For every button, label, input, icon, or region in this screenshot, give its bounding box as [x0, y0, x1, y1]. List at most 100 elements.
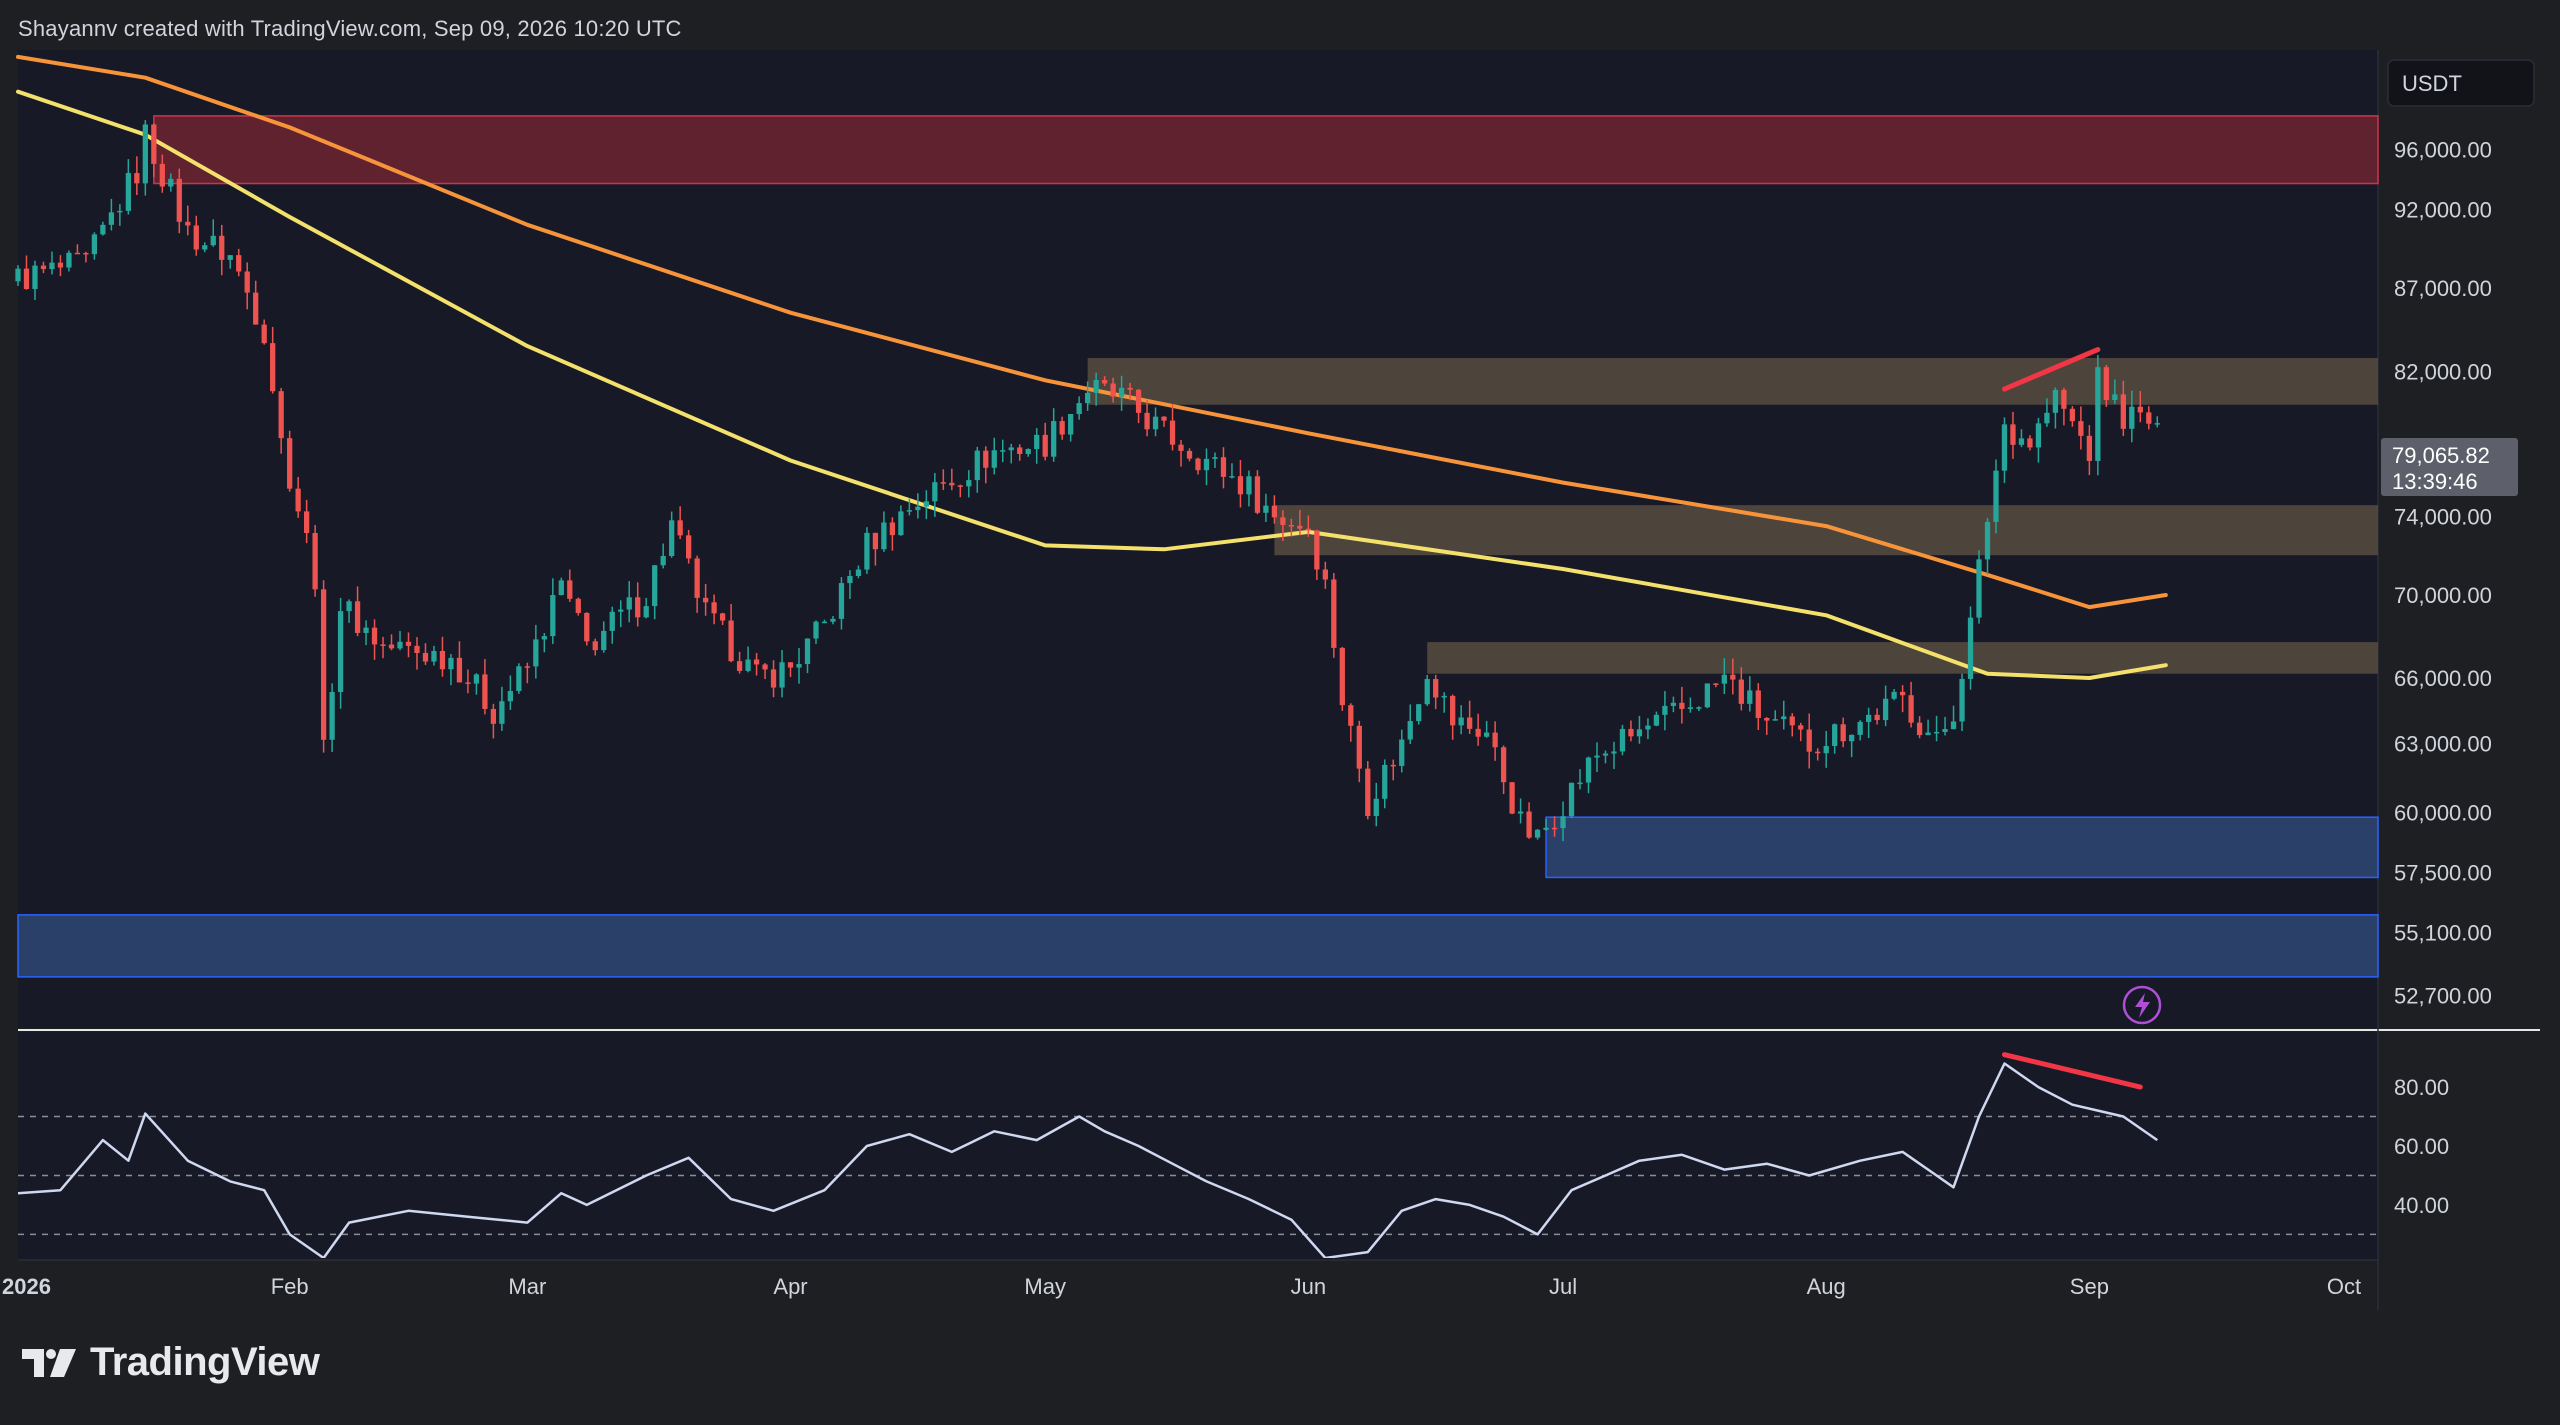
candle-body: [1543, 827, 1549, 830]
candle-body: [719, 613, 726, 621]
price-tick-label: 63,000.00: [2394, 732, 2492, 757]
candle-body: [83, 252, 89, 255]
candle-body: [618, 609, 624, 612]
candle-body: [295, 488, 301, 512]
candle-body: [1866, 714, 1872, 722]
candle-body: [609, 611, 615, 631]
rsi-axis[interactable]: 80.00 60.00 40.00: [2394, 1075, 2449, 1218]
candle-body: [830, 618, 836, 622]
candle-body: [210, 235, 216, 246]
candle-body: [2154, 423, 2160, 425]
candle-body: [787, 662, 794, 668]
tradingview-brand[interactable]: TradingView: [20, 1340, 320, 1385]
currency-badge[interactable]: USDT: [2387, 59, 2535, 107]
price-tick-label: 60,000.00: [2394, 800, 2492, 825]
candle-body: [745, 659, 751, 671]
candle-body: [1602, 753, 1609, 756]
candle-body: [584, 612, 590, 642]
candle-body: [1517, 811, 1524, 814]
candle-body: [1670, 702, 1677, 706]
candle-body: [524, 666, 530, 668]
price-badge-countdown: 13:39:46: [2392, 469, 2478, 494]
currency-badge-box[interactable]: [2387, 59, 2535, 107]
candle-body: [1611, 751, 1617, 754]
candle-body: [1093, 380, 1099, 393]
candle-body: [168, 178, 174, 187]
candle-body: [312, 533, 318, 590]
candle-body: [1738, 679, 1744, 704]
candle-body: [320, 589, 327, 740]
candle-body: [770, 669, 777, 688]
currency-badge-label: USDT: [2402, 71, 2462, 96]
candle-body: [431, 650, 437, 662]
candle-body: [227, 255, 233, 260]
zones-layer: [17, 115, 2379, 978]
time-tick-label: Aug: [1807, 1274, 1846, 1299]
price-axis[interactable]: 96,000.00 92,000.00 87,000.00 82,000.00 74,0…: [2394, 137, 2492, 1008]
candle-body: [1798, 725, 1804, 730]
rsi-tick-label: 60.00: [2394, 1134, 2449, 1159]
candle-body: [1356, 725, 1362, 769]
candle-body: [1025, 448, 1031, 454]
candle-body: [2018, 438, 2025, 445]
candle-body: [1034, 434, 1040, 449]
rsi-tick-label: 80.00: [2394, 1075, 2449, 1100]
candle-body: [728, 620, 734, 662]
candle-body: [1458, 717, 1464, 726]
candle-body: [1237, 476, 1244, 495]
candle-body: [482, 674, 488, 709]
moving-averages-layer: [16, 54, 2168, 680]
candle-body: [702, 597, 709, 603]
candle-body: [1551, 827, 1558, 830]
candle-body: [405, 641, 412, 646]
time-tick-label: Sep: [2070, 1274, 2109, 1299]
price-badge-box: [2381, 438, 2518, 496]
candle-body: [915, 506, 921, 511]
flip-zone: [1274, 505, 2378, 556]
candle-body: [100, 224, 106, 235]
lightning-icon-bolt: [2135, 993, 2150, 1018]
time-axis[interactable]: 2026 Feb Mar Apr May Jun Jul Aug Sep Oct: [2, 1274, 2361, 1299]
candle-body: [2069, 408, 2076, 422]
candle-body: [1475, 728, 1481, 737]
candle-body: [1220, 457, 1227, 477]
candle-body: [465, 682, 471, 684]
candle-body: [516, 666, 522, 691]
time-tick-label: Jul: [1549, 1274, 1577, 1299]
candle-body: [1416, 704, 1422, 722]
candle-body: [889, 522, 896, 536]
demand-zone: [17, 914, 2379, 978]
candle-body: [270, 343, 276, 392]
candle-body: [1246, 476, 1252, 495]
candle-body: [1424, 679, 1430, 705]
candle-body: [1203, 458, 1210, 471]
candle-body: [1322, 569, 1328, 580]
candle-body: [1560, 816, 1566, 829]
candle-body: [2103, 367, 2109, 401]
candle-body: [151, 124, 157, 164]
candle-body: [2035, 423, 2042, 448]
candle-body: [1526, 811, 1532, 838]
candle-body: [643, 606, 649, 618]
candle-body: [838, 583, 845, 619]
candle-body: [983, 450, 989, 468]
candle-body: [1390, 764, 1396, 767]
candle-body: [304, 511, 310, 534]
candle-body: [1500, 747, 1507, 783]
indicator-lightning-button[interactable]: [2122, 985, 2162, 1025]
tradingview-logo-icon: [22, 1348, 76, 1377]
candle-body: [1433, 679, 1439, 698]
price-tick-label: 74,000.00: [2394, 505, 2492, 530]
candle-body: [117, 210, 123, 213]
candle-body: [2061, 389, 2067, 409]
candle-body: [1959, 678, 1965, 722]
price-tick-label: 66,000.00: [2394, 666, 2492, 691]
candle-body: [2129, 406, 2135, 429]
candle-body: [108, 212, 115, 225]
candle-body: [1068, 414, 1074, 435]
candle-body: [1212, 457, 1218, 459]
candle-body: [1908, 695, 1914, 723]
candle-body: [125, 173, 131, 211]
candle-body: [32, 265, 38, 290]
